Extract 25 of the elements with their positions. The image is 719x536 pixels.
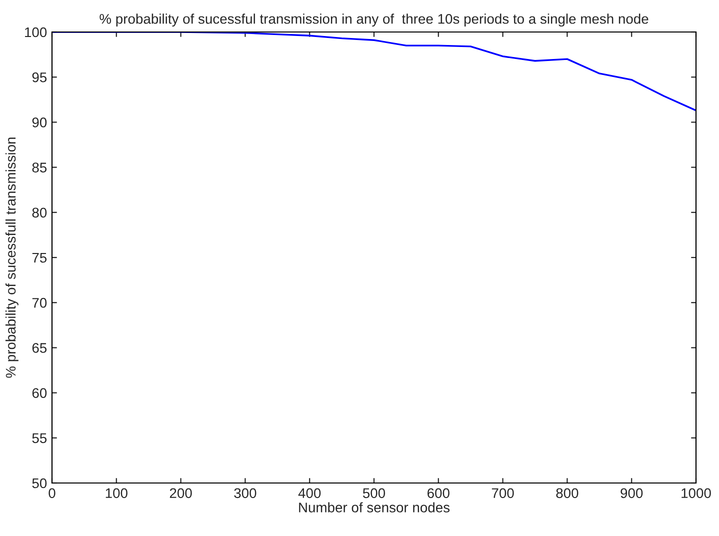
x-tick-label: 900 bbox=[620, 488, 643, 498]
x-tick-label: 100 bbox=[106, 488, 128, 498]
y-tick-label: 50 bbox=[32, 478, 47, 488]
y-tick-label: 80 bbox=[32, 208, 47, 218]
y-axis-title: % probability of sucessfull transmission bbox=[5, 138, 18, 378]
x-axis-title: Number of sensor nodes bbox=[299, 502, 450, 512]
x-tick-label: 300 bbox=[234, 488, 256, 498]
y-tick-label: 60 bbox=[32, 388, 47, 398]
y-tick-label: 85 bbox=[32, 162, 47, 172]
y-tick-label: 70 bbox=[32, 298, 47, 308]
y-tick-label: 55 bbox=[32, 433, 47, 444]
x-tick-label: 500 bbox=[362, 488, 386, 498]
x-tick-label: 0 bbox=[48, 488, 56, 498]
y-tick-label: 100 bbox=[25, 27, 47, 38]
x-tick-label: 800 bbox=[556, 488, 578, 498]
x-tick-label: 600 bbox=[428, 488, 450, 498]
x-tick-label: 400 bbox=[298, 488, 321, 498]
y-tick-label: 90 bbox=[32, 118, 47, 128]
chart-title: % probability of sucessful transmission in any of three 10s periods to a single mesh node bbox=[100, 14, 648, 27]
x-tick-label: 700 bbox=[492, 488, 514, 498]
y-tick-label: 95 bbox=[32, 72, 47, 82]
y-tick-label: 75 bbox=[32, 252, 47, 263]
x-tick-label: 200 bbox=[170, 488, 192, 498]
x-tick-label: 1000 bbox=[682, 488, 711, 498]
y-tick-label: 65 bbox=[32, 343, 47, 353]
